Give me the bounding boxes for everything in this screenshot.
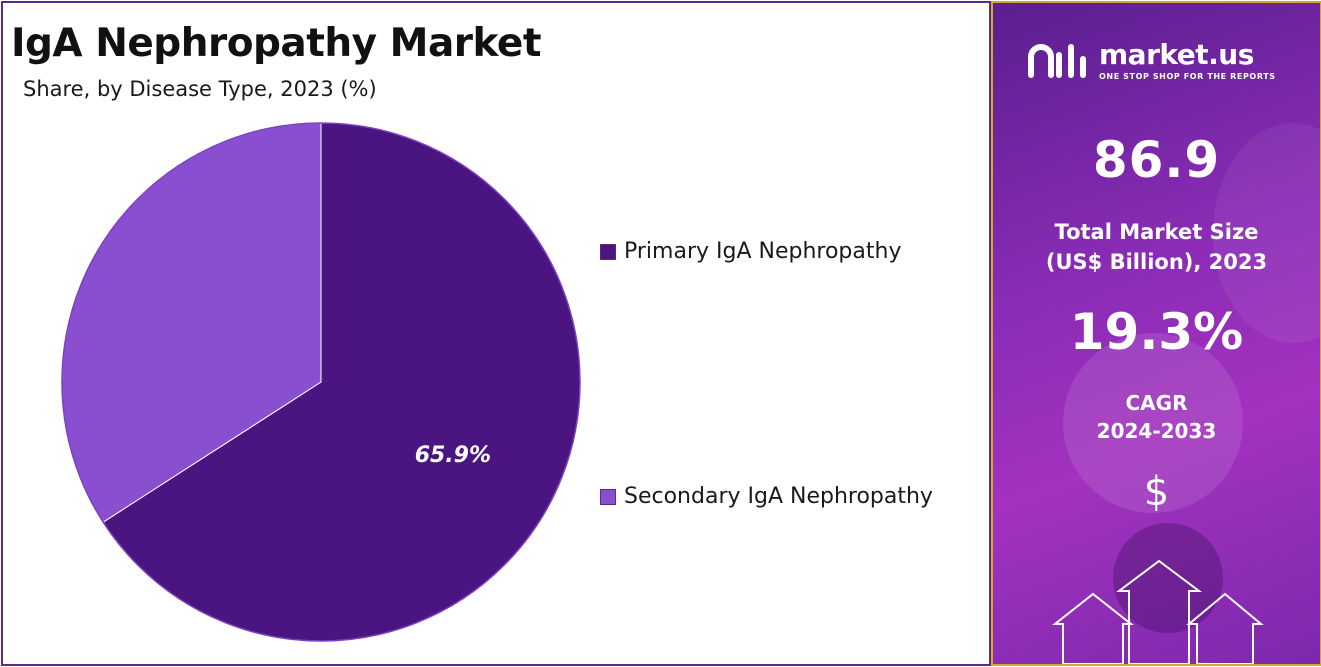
up-arrow-icon — [1116, 559, 1202, 664]
summary-panel: market.us ONE STOP SHOP FOR THE REPORTS … — [991, 1, 1321, 666]
cagr-value: 19.3% — [1069, 303, 1244, 361]
legend-label-secondary: Secondary IgA Nephropathy — [624, 484, 933, 509]
chart-title: IgA Nephropathy Market — [11, 21, 541, 66]
up-arrow-icon — [1052, 592, 1134, 664]
market-size-value: 86.9 — [1092, 131, 1221, 189]
pie-outline — [61, 122, 581, 642]
background-glow — [1063, 333, 1243, 513]
dollar-icon: $ — [1143, 469, 1170, 515]
logo-name: market.us — [1099, 37, 1254, 71]
market-size-label: Total Market Size (US$ Billion), 2023 — [993, 217, 1320, 277]
market-us-logo: market.us ONE STOP SHOP FOR THE REPORTS — [1027, 39, 1276, 81]
up-arrow-icon — [1186, 592, 1264, 664]
market-size-label-line2: (US$ Billion), 2023 — [1045, 250, 1268, 274]
chart-subtitle: Share, by Disease Type, 2023 (%) — [23, 77, 377, 101]
legend-item-primary: Primary IgA Nephropathy — [600, 239, 901, 264]
cagr-label: CAGR 2024-2033 — [993, 389, 1320, 445]
logo-tagline: ONE STOP SHOP FOR THE REPORTS — [1099, 71, 1276, 81]
cagr-label-line2: 2024-2033 — [1096, 419, 1217, 443]
background-coffee-cup — [1113, 523, 1223, 633]
legend-swatch-primary — [600, 243, 616, 260]
market-size-label-line1: Total Market Size — [1054, 220, 1259, 244]
cagr-label-line1: CAGR — [1125, 391, 1188, 415]
legend-label-primary: Primary IgA Nephropathy — [624, 239, 902, 264]
market-us-logo-icon — [1028, 44, 1086, 78]
pie-data-label: 65.9% — [415, 443, 491, 468]
legend-swatch-secondary — [600, 488, 616, 505]
legend-item-secondary: Secondary IgA Nephropathy — [600, 484, 933, 509]
chart-panel: IgA Nephropathy Market Share, by Disease… — [1, 1, 991, 666]
pie-chart: 65.9% — [61, 122, 581, 642]
growth-arrows — [1052, 559, 1264, 664]
